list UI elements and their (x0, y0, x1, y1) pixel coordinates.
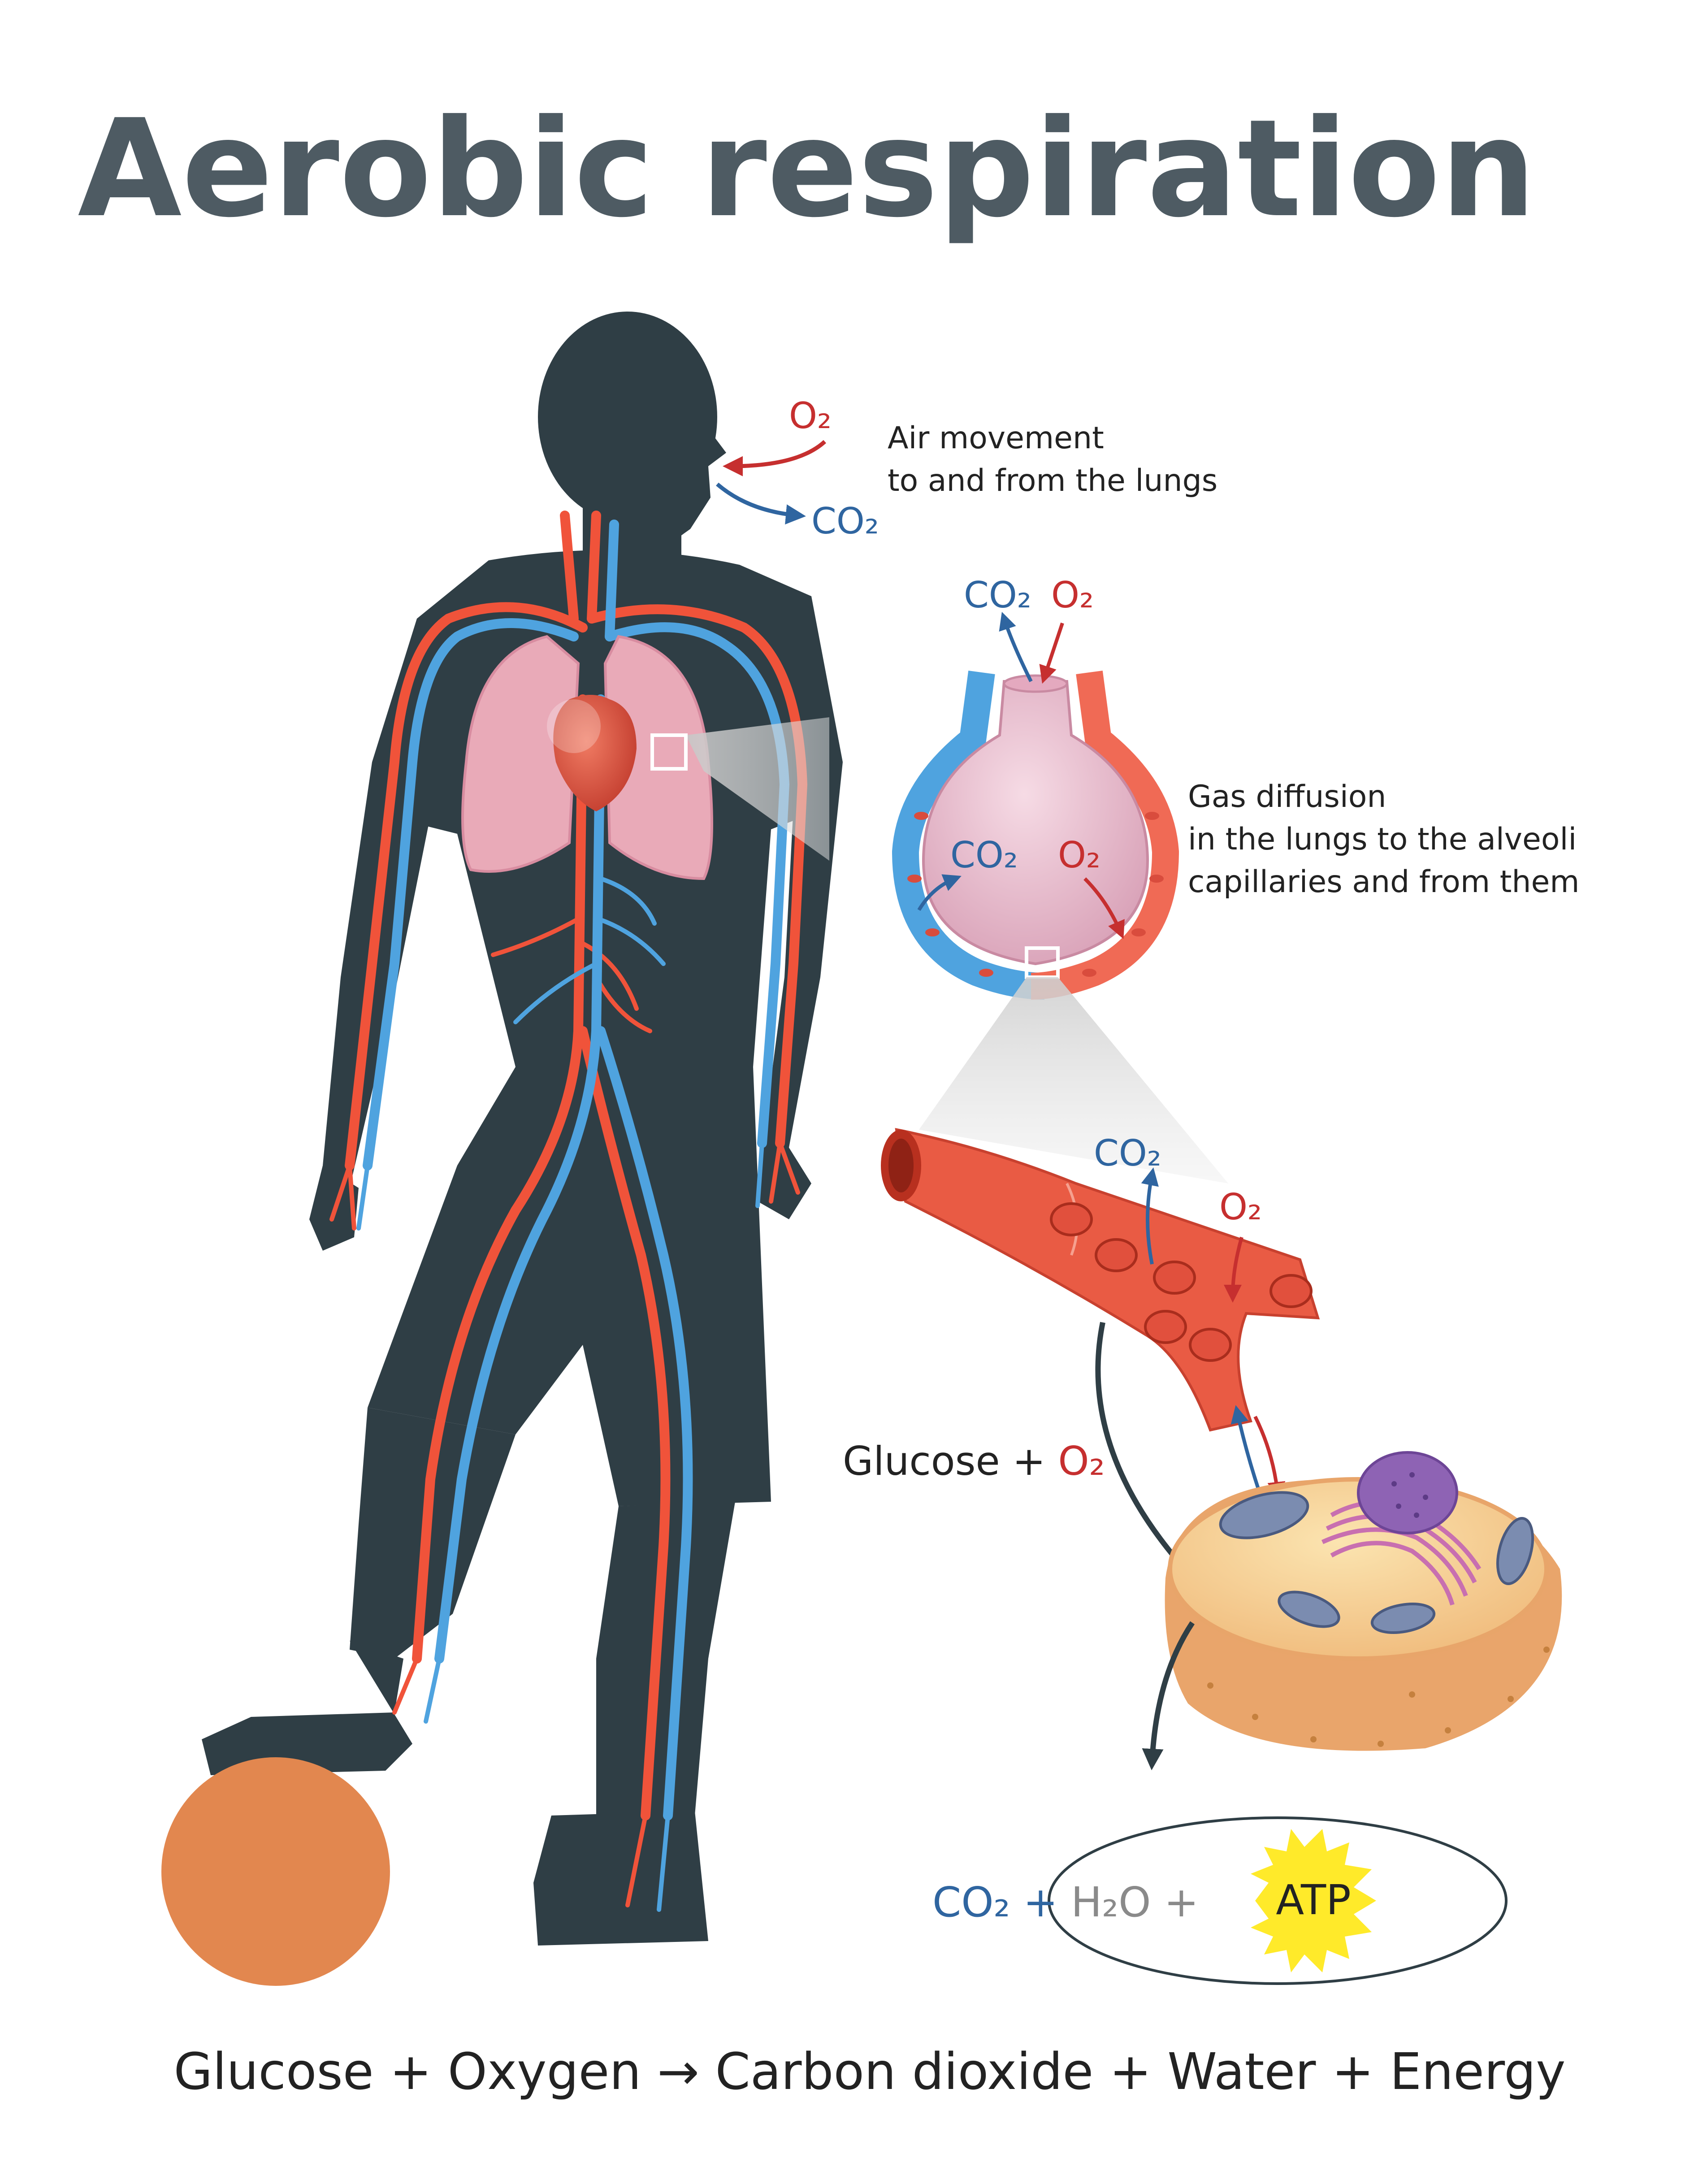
product-h2o: H₂O (1071, 1878, 1151, 1926)
product-atp: ATP (1276, 1876, 1351, 1924)
capillary-icon (881, 1128, 1320, 1432)
glucose-into-cell-arrow (1095, 1322, 1208, 1593)
air-movement-line2: to and from the lungs (888, 463, 1217, 498)
glucose-o2-text: O₂ (1058, 1438, 1105, 1484)
cell-icon (1165, 1451, 1562, 1751)
inhale-arrow (723, 440, 827, 477)
alveolus-inner-o2-arrow (1083, 877, 1125, 939)
blood-vessels (329, 511, 808, 1912)
capillary-o2-arrow (1224, 1236, 1243, 1303)
cell-o2-in-arrow (1253, 1416, 1286, 1500)
gas-diffusion-line3: capillaries and from them (1188, 864, 1580, 900)
zoom-beam-alveolus (919, 977, 1228, 1183)
word-equation: Glucose + Oxygen → Carbon dioxide + Wate… (173, 2043, 1565, 2101)
glucose-plus-text: Glucose + (843, 1438, 1058, 1484)
mouth-co2-label: CO₂ (811, 500, 879, 542)
air-movement-line1: Air movement (888, 420, 1104, 456)
capillary-co2-arrow (1141, 1167, 1159, 1265)
alveolus-co2-out-arrow (999, 611, 1033, 682)
zoom-box-lungs (650, 733, 688, 771)
alveolus-o2-in-arrow (1039, 622, 1064, 684)
alveolus-top-co2-label: CO₂ (964, 574, 1031, 616)
exhale-arrow (716, 482, 806, 524)
cell-to-products-arrow (1142, 1621, 1195, 1771)
product-co2: CO₂ (932, 1878, 1010, 1926)
alveolus-icon (892, 671, 1179, 1000)
ball-icon (161, 1757, 390, 1986)
heart-icon (547, 695, 637, 811)
lungs-icon (461, 635, 713, 880)
person-silhouette-icon (202, 312, 843, 1946)
mouth-o2-label: O₂ (789, 395, 832, 437)
capillary-o2-label: O₂ (1219, 1186, 1262, 1228)
page-title: Aerobic respiration (78, 91, 1536, 247)
capillary-co2-label: CO₂ (1094, 1132, 1161, 1174)
product-plus-1: + (1010, 1878, 1071, 1926)
zoom-beam-lungs (686, 717, 829, 861)
cell-co2-out-arrow (1230, 1405, 1261, 1494)
alveolus-inner-co2-arrow (917, 874, 962, 911)
products-equation: CO₂ + H₂O + (932, 1878, 1199, 1926)
alveolus-inner-o2-label: O₂ (1058, 834, 1100, 876)
gas-diffusion-line2: in the lungs to the alveoli (1188, 822, 1577, 857)
glucose-o2-label: Glucose + O₂ (843, 1438, 1105, 1484)
alveolus-top-o2-label: O₂ (1051, 574, 1094, 616)
atp-star-icon (1251, 1829, 1376, 1972)
product-plus-2: + (1151, 1878, 1199, 1926)
alveolus-inner-co2-label: CO₂ (950, 834, 1018, 876)
gas-diffusion-line1: Gas diffusion (1188, 779, 1386, 815)
